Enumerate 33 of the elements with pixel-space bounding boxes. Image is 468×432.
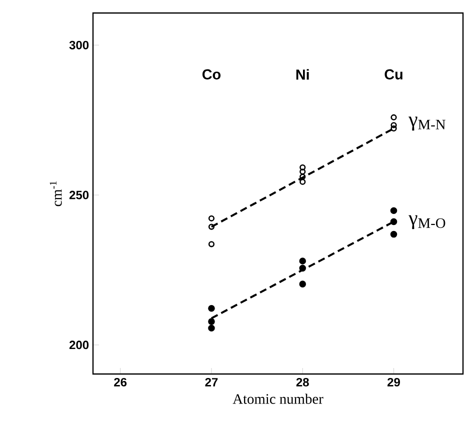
point bbox=[390, 230, 398, 238]
x-tick-label: 28 bbox=[296, 378, 309, 386]
point bbox=[300, 174, 306, 180]
point bbox=[300, 178, 306, 185]
annotation: Co bbox=[202, 69, 221, 80]
point bbox=[299, 280, 306, 288]
point bbox=[390, 125, 397, 132]
point bbox=[208, 215, 215, 222]
point bbox=[390, 122, 397, 128]
annotation: Ni bbox=[296, 69, 309, 80]
point bbox=[300, 164, 306, 170]
x-tick-label: 29 bbox=[387, 378, 400, 386]
y-tick-label: 300 bbox=[69, 40, 89, 50]
point bbox=[208, 241, 215, 248]
point bbox=[299, 258, 306, 264]
series-label: γ$_{M-N}$ bbox=[408, 116, 446, 131]
y-tick-label: 250 bbox=[69, 190, 89, 200]
point bbox=[208, 304, 215, 312]
series-label: γ$_{M-O}$ bbox=[408, 215, 446, 230]
x-tick-label: 27 bbox=[205, 378, 218, 386]
point bbox=[390, 218, 398, 226]
point bbox=[300, 168, 306, 175]
point bbox=[208, 324, 215, 332]
x-tick-label: 26 bbox=[114, 378, 127, 386]
x-axis-title: Atomic number bbox=[232, 394, 324, 404]
point bbox=[208, 224, 215, 230]
point bbox=[390, 114, 397, 120]
annotation: Cu bbox=[384, 69, 402, 80]
point bbox=[208, 318, 215, 325]
y-tick-label: 200 bbox=[69, 340, 89, 350]
point bbox=[390, 207, 398, 214]
y-axis-title: cm$^{-1}$ bbox=[50, 181, 62, 206]
point bbox=[299, 264, 306, 272]
